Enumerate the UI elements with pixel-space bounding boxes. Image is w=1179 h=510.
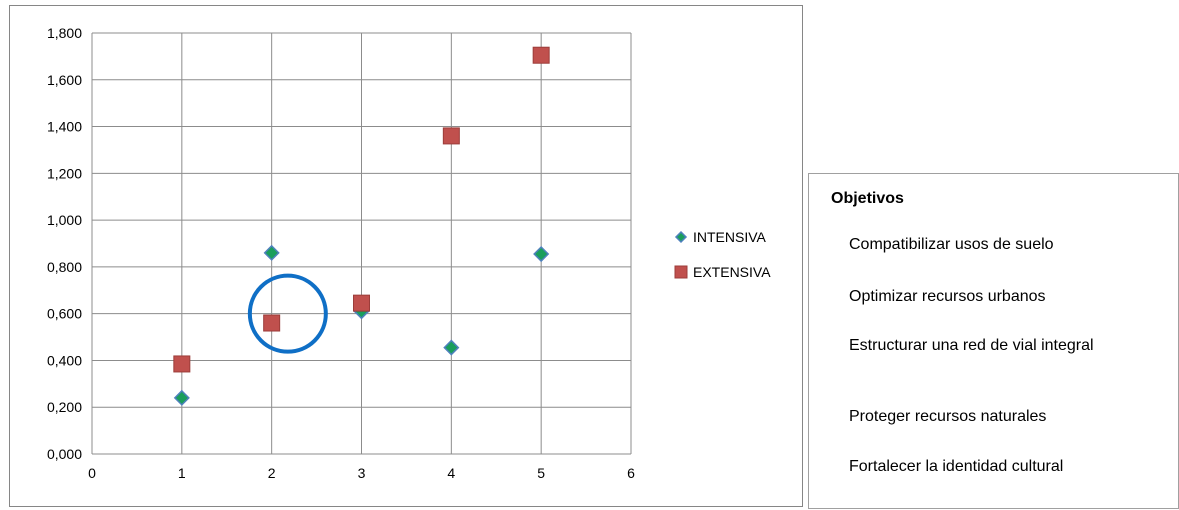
x-tick-label: 2 [268, 465, 276, 481]
chart-frame: 0,000 0,200 0,400 0,600 0,800 1,000 1,200 1,400… [9, 5, 803, 507]
objectives-title: Objetivos [831, 190, 904, 207]
x-tick-label: 6 [627, 465, 635, 481]
x-tick-label: 5 [537, 465, 545, 481]
highlight-circle [247, 273, 328, 354]
y-tick-label: 0,600 [47, 306, 82, 322]
data-point-extensiva [263, 314, 281, 332]
legend-label: EXTENSIVA [693, 264, 771, 280]
y-tick-label: 0,200 [47, 399, 82, 415]
data-point-intensiva [263, 244, 280, 261]
y-tick-label: 1,200 [47, 165, 82, 181]
scatter-chart: 0,000 0,200 0,400 0,600 0,800 1,000 1,200 1,400… [47, 25, 771, 481]
data-point-extensiva [442, 127, 460, 145]
data-point-intensiva [173, 389, 190, 406]
x-tick-label: 4 [447, 465, 455, 481]
objective-item: Proteger recursos naturales [849, 408, 1047, 425]
legend-marker-intensiva [674, 230, 688, 244]
y-tick-label: 0,800 [47, 259, 82, 275]
x-tick-label: 1 [178, 465, 186, 481]
data-point-intensiva [443, 339, 460, 356]
data-point-extensiva [173, 355, 191, 373]
legend-marker-extensiva [674, 265, 688, 279]
objective-item: Optimizar recursos urbanos [849, 288, 1046, 305]
x-tick-label: 3 [358, 465, 366, 481]
objective-item: Fortalecer la identidad cultural [849, 458, 1064, 475]
y-tick-label: 1,800 [47, 25, 82, 41]
objectives-panel: Objetivos Compatibilizar usos de suelo O… [808, 173, 1179, 509]
y-tick-label: 1,600 [47, 72, 82, 88]
data-point-extensiva [353, 294, 370, 312]
y-tick-label: 0,400 [47, 352, 82, 368]
data-point-extensiva [532, 46, 550, 64]
y-tick-label: 1,000 [47, 212, 82, 228]
y-tick-label: 1,400 [47, 119, 82, 135]
data-point-intensiva [533, 245, 550, 263]
y-tick-label: 0,000 [47, 446, 82, 462]
objective-item: Compatibilizar usos de suelo [849, 236, 1054, 253]
x-tick-label: 0 [88, 465, 96, 481]
legend-label: INTENSIVA [693, 229, 767, 245]
objective-item: Estructurar una red de vial integral [849, 337, 1094, 354]
